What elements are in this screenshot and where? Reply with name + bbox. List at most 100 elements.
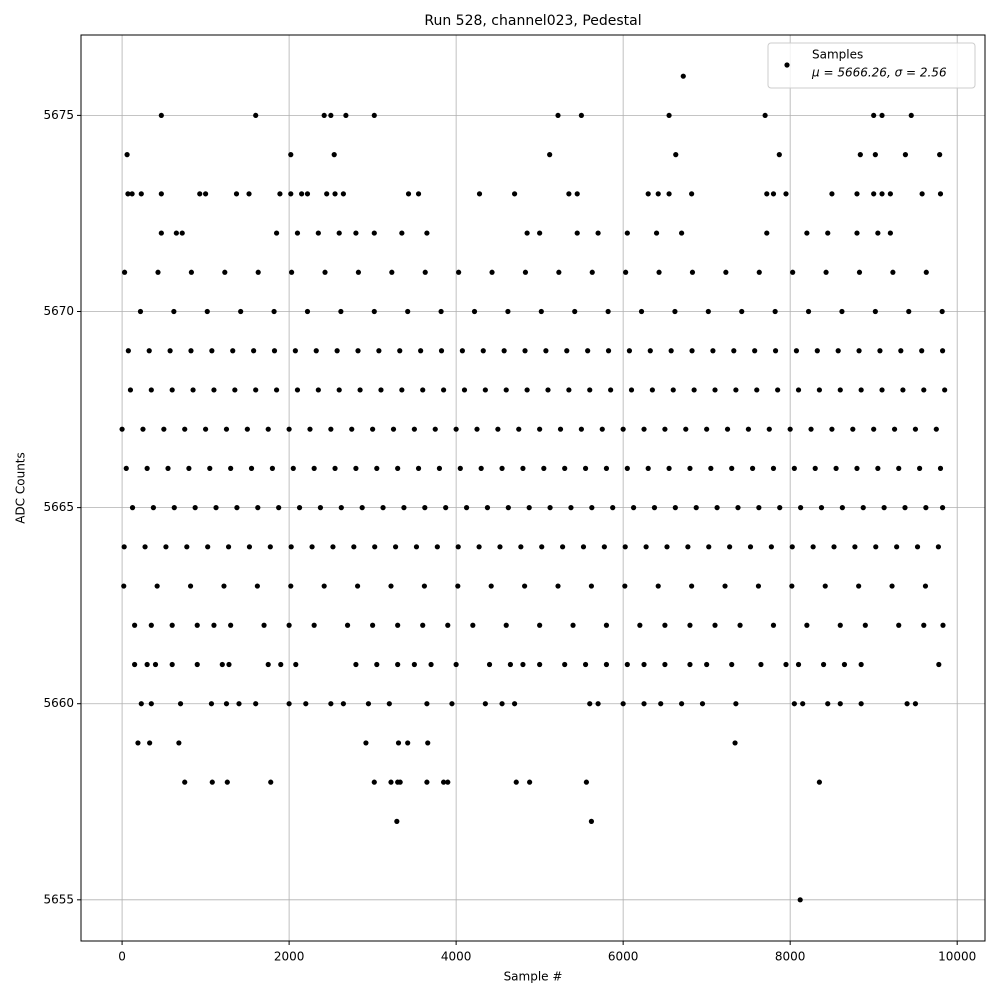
point <box>589 269 595 275</box>
point <box>390 426 397 432</box>
point <box>271 348 278 354</box>
point <box>587 701 593 707</box>
point <box>246 191 252 197</box>
point <box>673 152 679 158</box>
point <box>747 544 754 550</box>
point <box>745 426 752 432</box>
point <box>353 661 359 668</box>
point <box>662 661 668 668</box>
point <box>608 387 614 393</box>
point <box>470 622 476 628</box>
point <box>449 701 455 707</box>
point <box>186 465 192 471</box>
point <box>182 426 188 432</box>
point <box>165 465 171 471</box>
point <box>205 544 211 550</box>
point <box>814 348 820 354</box>
point <box>167 348 173 354</box>
point <box>228 622 234 628</box>
point <box>140 426 146 432</box>
x-tick-label: 8000 <box>775 950 806 964</box>
point <box>226 661 232 668</box>
point <box>919 191 925 197</box>
point <box>457 465 463 471</box>
point <box>132 661 138 668</box>
point <box>580 544 587 550</box>
point <box>380 505 386 511</box>
point <box>357 387 363 393</box>
point <box>513 779 519 785</box>
point <box>324 191 330 197</box>
point <box>919 348 925 354</box>
point <box>456 269 462 275</box>
point <box>476 544 482 550</box>
point <box>123 465 129 471</box>
point <box>752 348 758 354</box>
point <box>655 583 661 589</box>
point <box>516 426 522 432</box>
point <box>371 308 377 315</box>
point <box>169 661 175 668</box>
point <box>255 505 261 511</box>
point <box>154 583 160 589</box>
point <box>424 230 430 236</box>
point <box>739 308 745 315</box>
point <box>121 583 127 589</box>
point <box>710 348 716 354</box>
point <box>405 740 411 746</box>
point <box>187 583 194 589</box>
point <box>420 622 426 628</box>
point <box>858 701 864 707</box>
point <box>394 818 400 824</box>
point <box>775 387 781 393</box>
point <box>668 348 674 354</box>
point <box>338 308 344 315</box>
point <box>194 622 200 628</box>
point <box>693 505 699 511</box>
point <box>224 779 230 785</box>
point <box>689 191 695 197</box>
point <box>670 387 676 393</box>
point <box>800 701 806 707</box>
point <box>643 544 649 550</box>
point <box>626 348 633 354</box>
point <box>666 465 672 471</box>
point <box>418 348 424 354</box>
point <box>620 701 626 707</box>
point <box>797 897 803 903</box>
point <box>288 191 294 197</box>
point <box>150 505 157 511</box>
point <box>537 426 543 432</box>
point <box>202 191 209 197</box>
point <box>603 661 610 668</box>
point <box>578 426 584 432</box>
point <box>188 269 195 275</box>
point <box>495 426 501 432</box>
point <box>397 348 403 354</box>
point <box>588 583 595 589</box>
point <box>354 583 361 589</box>
point <box>637 622 643 628</box>
point <box>541 465 547 471</box>
point <box>336 230 342 236</box>
point <box>482 387 488 393</box>
point <box>537 661 543 668</box>
point <box>662 622 668 628</box>
point <box>293 661 299 668</box>
point <box>395 740 402 746</box>
point <box>933 426 939 432</box>
point <box>583 779 590 785</box>
point <box>322 269 328 275</box>
point <box>689 348 695 354</box>
point <box>770 191 777 197</box>
point <box>119 426 125 432</box>
point <box>881 505 887 511</box>
point <box>829 426 835 432</box>
point <box>691 387 697 393</box>
point <box>912 701 919 707</box>
point <box>401 505 407 511</box>
point <box>770 465 777 471</box>
point <box>887 230 893 236</box>
point <box>340 191 346 197</box>
point <box>343 112 349 119</box>
